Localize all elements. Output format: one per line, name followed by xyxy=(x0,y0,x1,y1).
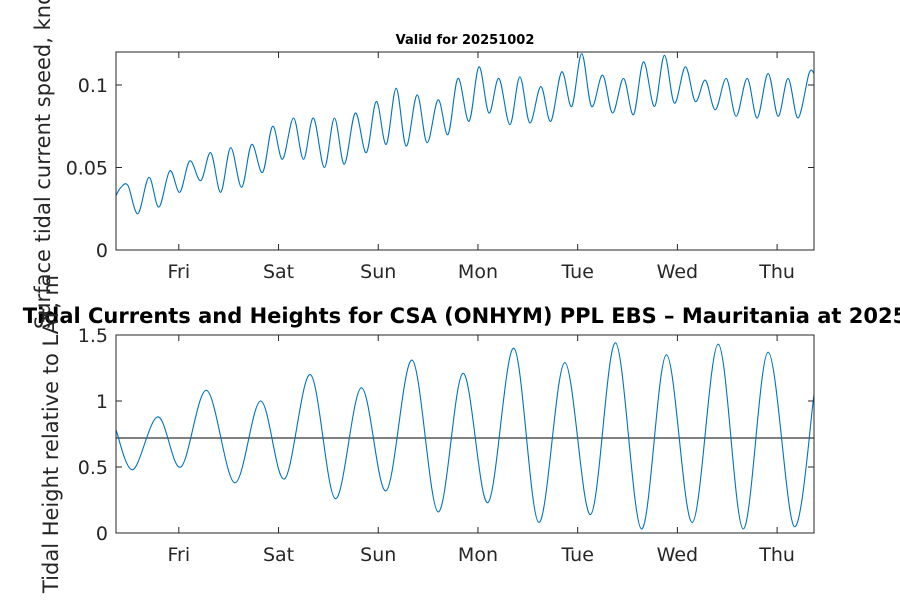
axes-box xyxy=(115,51,815,251)
y-tick-label: 0 xyxy=(96,523,108,545)
x-tick-label: Thu xyxy=(758,544,795,566)
y-tick-label: 1 xyxy=(96,391,108,413)
y-tick-label: 0.5 xyxy=(78,457,108,479)
y-axis-label-current-speed: Surface tidal current speed, knots xyxy=(31,0,55,329)
chart-subtitle: Valid for 20251002 xyxy=(396,33,535,48)
main-title: Tidal Currents and Heights for CSA (ONHY… xyxy=(23,304,900,328)
tidal-height-chart: 0 0.5 1 1.5 Fri Sat Sun Mon Tue Wed Thu xyxy=(78,325,815,566)
x-tick-label: Thu xyxy=(758,261,795,283)
series-line xyxy=(116,342,814,530)
x-tick-label: Sat xyxy=(263,544,294,566)
x-tick-label: Fri xyxy=(167,261,190,283)
y-tick-label: 1.5 xyxy=(78,325,108,347)
y-tick-label: 0.05 xyxy=(66,158,108,180)
y-tick-label: 0.1 xyxy=(78,75,108,97)
x-tick-label: Wed xyxy=(657,261,698,283)
axes-box xyxy=(115,334,815,534)
y-axis-label-tidal-height: Tidal Height relative to LAT, m xyxy=(39,275,63,594)
x-tick-label: Mon xyxy=(458,544,498,566)
x-tick-label: Wed xyxy=(657,544,698,566)
x-tick-label: Tue xyxy=(560,544,593,566)
plot-background xyxy=(116,52,814,250)
x-tick-label: Sun xyxy=(360,261,396,283)
current-speed-chart: Valid for 20251002 0 0.05 0.1 Fri Sat Sun Mon… xyxy=(66,33,815,283)
plot-background xyxy=(116,335,814,533)
series-line xyxy=(116,53,814,215)
x-tick-label: Tue xyxy=(560,261,593,283)
x-tick-label: Mon xyxy=(458,261,498,283)
y-tick-label: 0 xyxy=(96,240,108,262)
x-tick-label: Sun xyxy=(360,544,396,566)
x-tick-label: Fri xyxy=(167,544,190,566)
x-tick-label: Sat xyxy=(263,261,294,283)
